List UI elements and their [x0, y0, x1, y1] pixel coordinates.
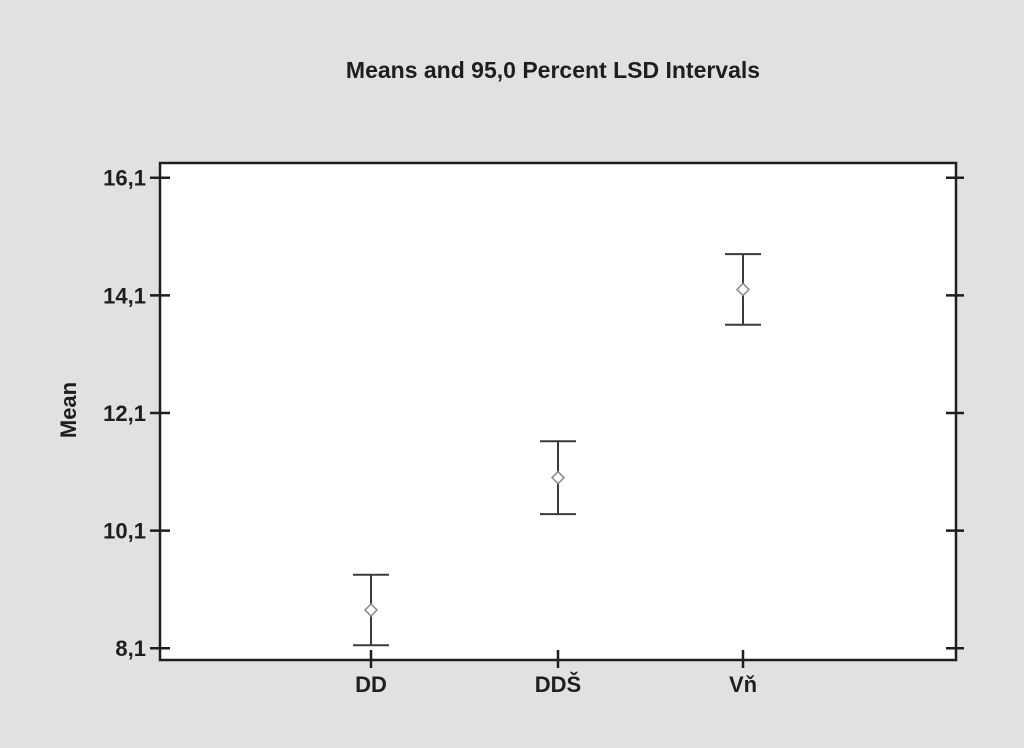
mean-marker	[735, 282, 751, 297]
y-axis-ticks: 8,1 10,1 12,1 14,1 16,1	[103, 166, 964, 661]
plot-area	[158, 161, 958, 662]
x-axis-categories: DD DDŠ Vň	[355, 650, 757, 697]
x-category-label: Vň	[729, 672, 757, 697]
y-tick-label: 14,1	[103, 283, 146, 308]
mean-marker	[363, 602, 379, 618]
chart-marks	[353, 253, 761, 647]
y-tick-label: 16,1	[103, 166, 146, 191]
y-tick-label: 10,1	[103, 519, 146, 544]
y-tick-label: 12,1	[103, 401, 146, 426]
y-tick-label: 8,1	[115, 636, 146, 661]
x-category-label: DDŠ	[535, 672, 581, 697]
y-axis-label: Mean	[56, 382, 81, 438]
x-category-label: DD	[355, 672, 387, 697]
mean-marker	[550, 470, 566, 485]
chart-title: Means and 95,0 Percent LSD Intervals	[346, 57, 760, 83]
